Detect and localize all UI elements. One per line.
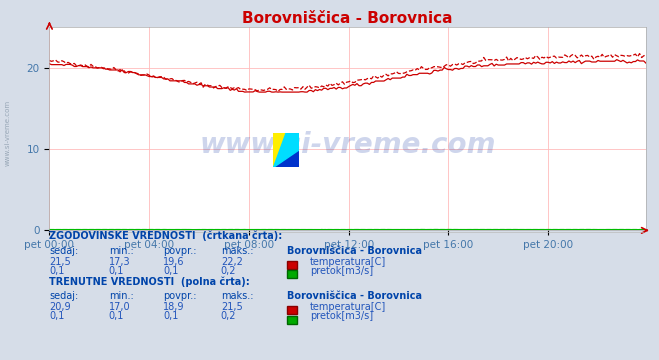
- Polygon shape: [273, 133, 299, 167]
- Text: 19,6: 19,6: [163, 257, 185, 267]
- Text: 0,1: 0,1: [109, 266, 124, 276]
- Text: min.:: min.:: [109, 291, 134, 301]
- Text: povpr.:: povpr.:: [163, 246, 197, 256]
- Text: temperatura[C]: temperatura[C]: [310, 302, 386, 312]
- Text: 22,2: 22,2: [221, 257, 243, 267]
- Text: TRENUTNE VREDNOSTI  (polna črta):: TRENUTNE VREDNOSTI (polna črta):: [49, 276, 250, 287]
- Text: 0,1: 0,1: [49, 311, 65, 321]
- Text: pretok[m3/s]: pretok[m3/s]: [310, 266, 373, 276]
- Text: 20,9: 20,9: [49, 302, 71, 312]
- Text: ZGODOVINSKE VREDNOSTI  (črtkana črta):: ZGODOVINSKE VREDNOSTI (črtkana črta):: [49, 231, 283, 242]
- Text: povpr.:: povpr.:: [163, 291, 197, 301]
- Text: 0,2: 0,2: [221, 311, 237, 321]
- Title: Borovniščica - Borovnica: Borovniščica - Borovnica: [243, 11, 453, 26]
- Text: 21,5: 21,5: [49, 257, 71, 267]
- Text: sedaj:: sedaj:: [49, 291, 78, 301]
- Text: 0,1: 0,1: [163, 266, 179, 276]
- Text: 0,1: 0,1: [163, 311, 179, 321]
- Text: 17,0: 17,0: [109, 302, 130, 312]
- Text: www.si-vreme.com: www.si-vreme.com: [5, 100, 11, 166]
- Text: 0,2: 0,2: [221, 266, 237, 276]
- Text: sedaj:: sedaj:: [49, 246, 78, 256]
- Polygon shape: [273, 133, 286, 167]
- Text: 18,9: 18,9: [163, 302, 185, 312]
- Text: maks.:: maks.:: [221, 246, 253, 256]
- Text: 0,1: 0,1: [49, 266, 65, 276]
- Text: www.si-vreme.com: www.si-vreme.com: [200, 131, 496, 159]
- Text: Borovniščica - Borovnica: Borovniščica - Borovnica: [287, 291, 422, 301]
- Text: pretok[m3/s]: pretok[m3/s]: [310, 311, 373, 321]
- Text: Borovniščica - Borovnica: Borovniščica - Borovnica: [287, 246, 422, 256]
- Text: 0,1: 0,1: [109, 311, 124, 321]
- Text: temperatura[C]: temperatura[C]: [310, 257, 386, 267]
- Text: 21,5: 21,5: [221, 302, 243, 312]
- Text: 17,3: 17,3: [109, 257, 130, 267]
- Text: min.:: min.:: [109, 246, 134, 256]
- Text: maks.:: maks.:: [221, 291, 253, 301]
